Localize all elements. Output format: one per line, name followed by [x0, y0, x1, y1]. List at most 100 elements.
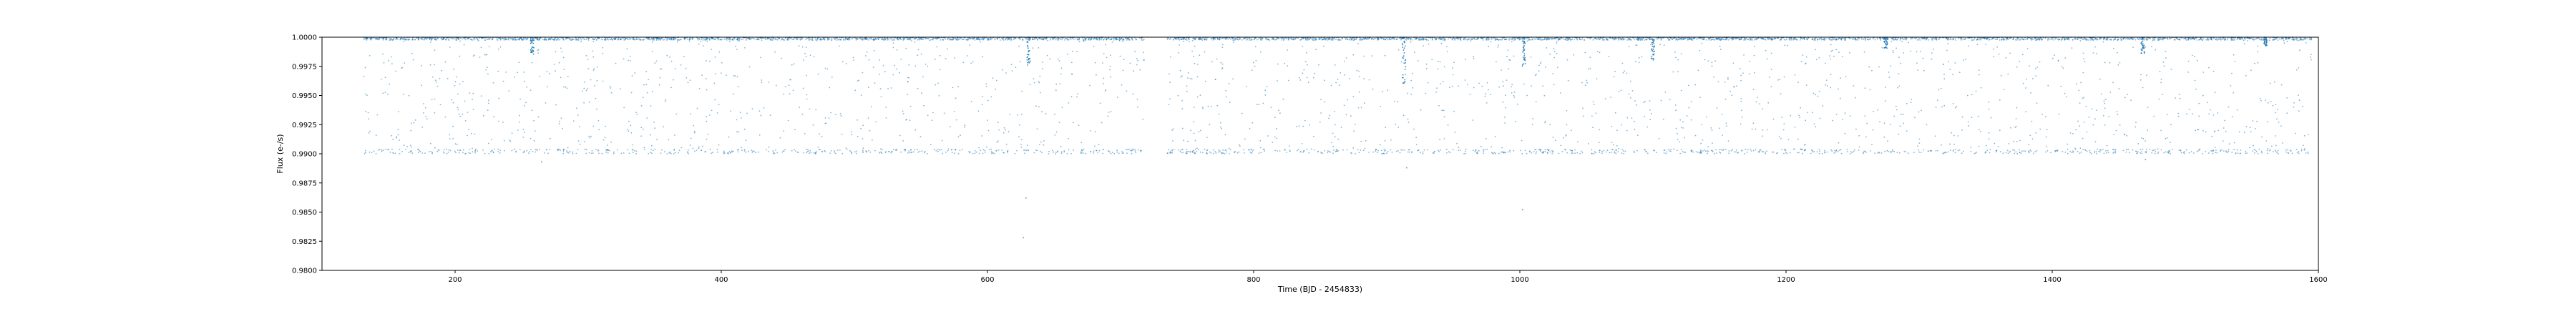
data-point	[1669, 150, 1671, 152]
data-point	[472, 39, 474, 41]
data-point	[902, 38, 904, 40]
data-point	[1303, 69, 1305, 71]
data-point	[2222, 38, 2224, 40]
data-point	[802, 59, 804, 61]
data-point	[1124, 37, 1126, 39]
data-point	[1677, 59, 1679, 61]
data-point	[1252, 150, 1254, 152]
data-point	[1549, 151, 1551, 153]
data-point	[736, 76, 738, 78]
data-point	[2137, 38, 2140, 40]
data-point	[1110, 111, 1112, 112]
data-point	[1049, 58, 1051, 60]
data-point	[1896, 152, 1898, 154]
data-point	[2102, 41, 2104, 43]
data-point	[1533, 151, 1535, 153]
data-point	[669, 57, 670, 58]
data-point	[763, 37, 765, 39]
data-point	[1762, 108, 1764, 110]
data-point	[452, 125, 454, 127]
data-point	[479, 57, 481, 58]
data-point	[678, 149, 680, 152]
data-point	[1574, 39, 1576, 40]
data-point	[805, 148, 807, 150]
data-point	[1618, 91, 1620, 92]
data-point	[1669, 99, 1671, 101]
data-point	[885, 117, 887, 119]
data-point	[1422, 151, 1424, 153]
data-point	[473, 37, 474, 39]
data-point	[1321, 39, 1323, 41]
data-point	[459, 115, 462, 117]
data-point	[869, 129, 871, 132]
data-point	[652, 39, 654, 41]
data-point	[489, 151, 492, 153]
data-point	[523, 72, 525, 73]
data-point	[1113, 152, 1116, 154]
data-point	[990, 96, 992, 98]
data-point	[2010, 127, 2011, 129]
data-point	[464, 39, 467, 41]
data-point	[950, 39, 952, 41]
data-point	[593, 68, 595, 69]
data-point	[1546, 152, 1548, 154]
data-point	[945, 38, 947, 40]
data-point	[970, 62, 972, 64]
data-point	[1335, 124, 1336, 126]
data-point	[1259, 139, 1262, 142]
data-point	[1135, 152, 1137, 154]
data-point	[391, 134, 393, 137]
data-point	[364, 152, 366, 154]
data-point	[1592, 127, 1594, 129]
data-point	[806, 94, 808, 96]
data-point	[995, 79, 997, 82]
data-point	[494, 148, 495, 150]
data-point	[1221, 67, 1224, 69]
data-point	[2252, 150, 2254, 152]
data-point	[1667, 149, 1669, 151]
data-point	[1692, 39, 1693, 41]
data-point	[1083, 39, 1085, 41]
data-point	[1443, 109, 1445, 112]
data-point	[737, 151, 739, 153]
data-point	[2019, 38, 2021, 40]
data-point	[698, 147, 700, 149]
data-point	[1931, 52, 1933, 54]
data-point	[709, 60, 711, 62]
data-point	[629, 60, 631, 62]
data-point	[2304, 148, 2306, 150]
data-point	[1976, 152, 1978, 153]
data-point	[1281, 39, 1282, 41]
data-point	[2127, 37, 2129, 39]
data-point	[815, 152, 816, 153]
data-point	[382, 53, 384, 55]
data-point	[978, 39, 980, 40]
data-point	[1111, 41, 1113, 43]
data-point	[1033, 82, 1035, 84]
data-point	[1591, 115, 1593, 117]
data-point	[561, 37, 563, 39]
data-point	[919, 39, 920, 41]
data-point	[2225, 130, 2227, 132]
data-point	[2109, 38, 2110, 40]
data-point	[1781, 149, 1783, 151]
data-point	[1035, 149, 1037, 151]
data-point	[1304, 38, 1307, 40]
data-point	[2016, 66, 2018, 68]
data-point	[1704, 59, 1706, 61]
data-point	[717, 151, 718, 153]
data-point	[660, 68, 663, 70]
data-point	[709, 114, 711, 116]
data-point	[1498, 39, 1501, 41]
data-point	[1668, 39, 1669, 41]
data-point	[698, 39, 701, 40]
data-point	[1216, 58, 1218, 60]
data-point	[1732, 62, 1735, 64]
data-point	[810, 152, 811, 154]
data-point	[1579, 152, 1581, 154]
data-point	[1400, 61, 1402, 63]
data-point	[995, 88, 996, 90]
data-point	[1937, 149, 1939, 152]
data-point	[1750, 150, 1752, 152]
data-point	[1874, 39, 1876, 41]
